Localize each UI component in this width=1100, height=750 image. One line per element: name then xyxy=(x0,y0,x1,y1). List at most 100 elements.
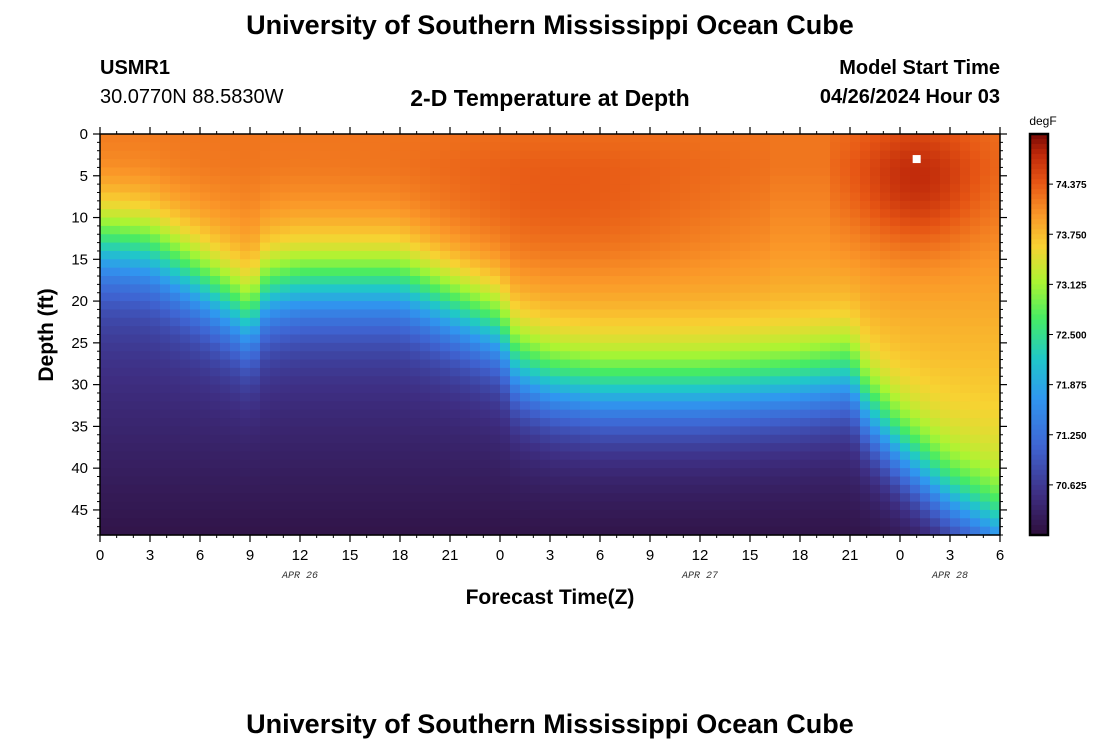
heat-cell xyxy=(750,426,761,436)
heat-cell xyxy=(510,209,521,219)
heat-cell xyxy=(850,284,861,294)
heat-cell xyxy=(720,501,731,511)
heat-cell xyxy=(260,301,271,311)
heat-cell xyxy=(780,518,791,528)
heat-cell xyxy=(800,159,811,169)
heat-cell xyxy=(710,418,721,427)
heat-cell xyxy=(540,184,551,194)
heat-cell xyxy=(680,326,691,336)
heat-cell xyxy=(340,284,351,294)
colorbar-segment xyxy=(1030,344,1048,351)
heat-cell xyxy=(390,167,401,177)
heat-cell xyxy=(640,501,651,511)
heat-cell xyxy=(470,209,481,219)
heat-cell xyxy=(460,468,471,478)
heat-cell xyxy=(450,317,461,327)
heat-cell xyxy=(810,493,821,503)
heat-cell xyxy=(760,276,771,285)
heat-cell xyxy=(440,392,451,402)
heat-cell xyxy=(940,276,951,285)
heat-cell xyxy=(380,317,391,327)
heat-cell xyxy=(620,250,631,260)
heat-cell xyxy=(960,267,971,277)
heat-cell xyxy=(980,200,991,210)
heat-cell xyxy=(240,384,251,394)
heat-cell xyxy=(960,384,971,394)
heat-cell xyxy=(300,250,311,260)
heat-cell xyxy=(410,192,421,202)
heat-cell xyxy=(380,443,391,453)
heat-cell xyxy=(820,284,831,294)
heat-cell xyxy=(570,159,581,169)
heat-cell xyxy=(790,192,801,202)
heat-cell xyxy=(310,392,321,402)
heat-cell xyxy=(220,326,231,336)
heat-cell xyxy=(510,334,521,344)
heat-cell xyxy=(700,209,711,219)
heat-cell xyxy=(240,401,251,411)
heat-cell xyxy=(740,409,751,419)
heat-cell xyxy=(160,493,171,503)
heat-cell xyxy=(840,443,851,453)
heat-cell xyxy=(600,284,611,294)
heat-cell xyxy=(360,259,371,269)
heat-cell xyxy=(250,284,261,294)
heat-cell xyxy=(700,259,711,269)
heat-cell xyxy=(690,317,701,327)
heat-cell xyxy=(380,501,391,511)
heat-cell xyxy=(870,501,881,511)
heat-cell xyxy=(580,209,591,219)
heat-cell xyxy=(980,284,991,294)
heat-cell xyxy=(680,301,691,311)
heat-cell xyxy=(980,526,991,536)
heat-cell xyxy=(880,217,891,227)
heat-cell xyxy=(670,200,681,210)
heat-cell xyxy=(610,175,621,185)
heat-cell xyxy=(720,476,731,486)
heat-cell xyxy=(950,501,961,511)
heat-cell xyxy=(640,351,651,361)
heat-cell xyxy=(600,317,611,327)
heat-cell xyxy=(490,167,501,177)
heat-cell xyxy=(450,392,461,402)
heat-cell xyxy=(670,401,681,411)
heat-cell xyxy=(260,384,271,394)
heat-cell xyxy=(720,250,731,260)
heat-cell xyxy=(300,234,311,244)
heat-cell xyxy=(650,234,661,244)
heat-cell xyxy=(530,192,541,202)
heat-cell xyxy=(240,242,251,252)
heat-cell xyxy=(110,359,121,369)
heat-cell xyxy=(690,217,701,227)
heat-cell xyxy=(300,518,311,528)
heat-cell xyxy=(520,209,531,219)
heat-cell xyxy=(520,134,531,143)
heat-cell xyxy=(230,242,241,252)
heat-cell xyxy=(920,451,931,461)
heat-cell xyxy=(570,184,581,194)
heat-cell xyxy=(230,501,241,511)
heat-cell xyxy=(730,334,741,344)
heat-cell xyxy=(810,250,821,260)
heat-cell xyxy=(290,334,301,344)
heat-cell xyxy=(180,518,191,528)
heat-cell xyxy=(900,326,911,336)
heat-cell xyxy=(630,351,641,361)
heat-cell xyxy=(280,142,291,152)
heat-cell xyxy=(580,217,591,227)
heat-cell xyxy=(290,259,301,269)
heat-cell xyxy=(270,175,281,185)
heat-cell xyxy=(200,468,211,478)
heat-cell xyxy=(200,351,211,361)
heat-cell xyxy=(100,234,111,244)
heat-cell xyxy=(820,526,831,536)
heat-cell xyxy=(450,367,461,377)
heat-cell xyxy=(840,250,851,260)
heat-cell xyxy=(410,200,421,210)
heat-cell xyxy=(180,334,191,344)
heat-cell xyxy=(190,384,201,394)
footer-title: University of Southern Mississippi Ocean… xyxy=(246,709,854,739)
heat-cell xyxy=(670,317,681,327)
heat-cell xyxy=(400,493,411,503)
heat-cell xyxy=(540,150,551,160)
